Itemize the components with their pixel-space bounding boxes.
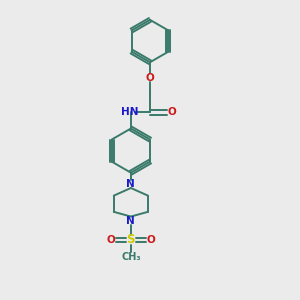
Text: HN: HN <box>121 107 138 117</box>
Text: S: S <box>127 233 135 246</box>
Text: N: N <box>127 216 135 226</box>
Text: O: O <box>167 107 176 117</box>
Text: N: N <box>127 179 135 189</box>
Text: O: O <box>146 73 154 82</box>
Text: O: O <box>146 235 155 245</box>
Text: O: O <box>106 235 115 245</box>
Text: CH₃: CH₃ <box>121 253 141 262</box>
